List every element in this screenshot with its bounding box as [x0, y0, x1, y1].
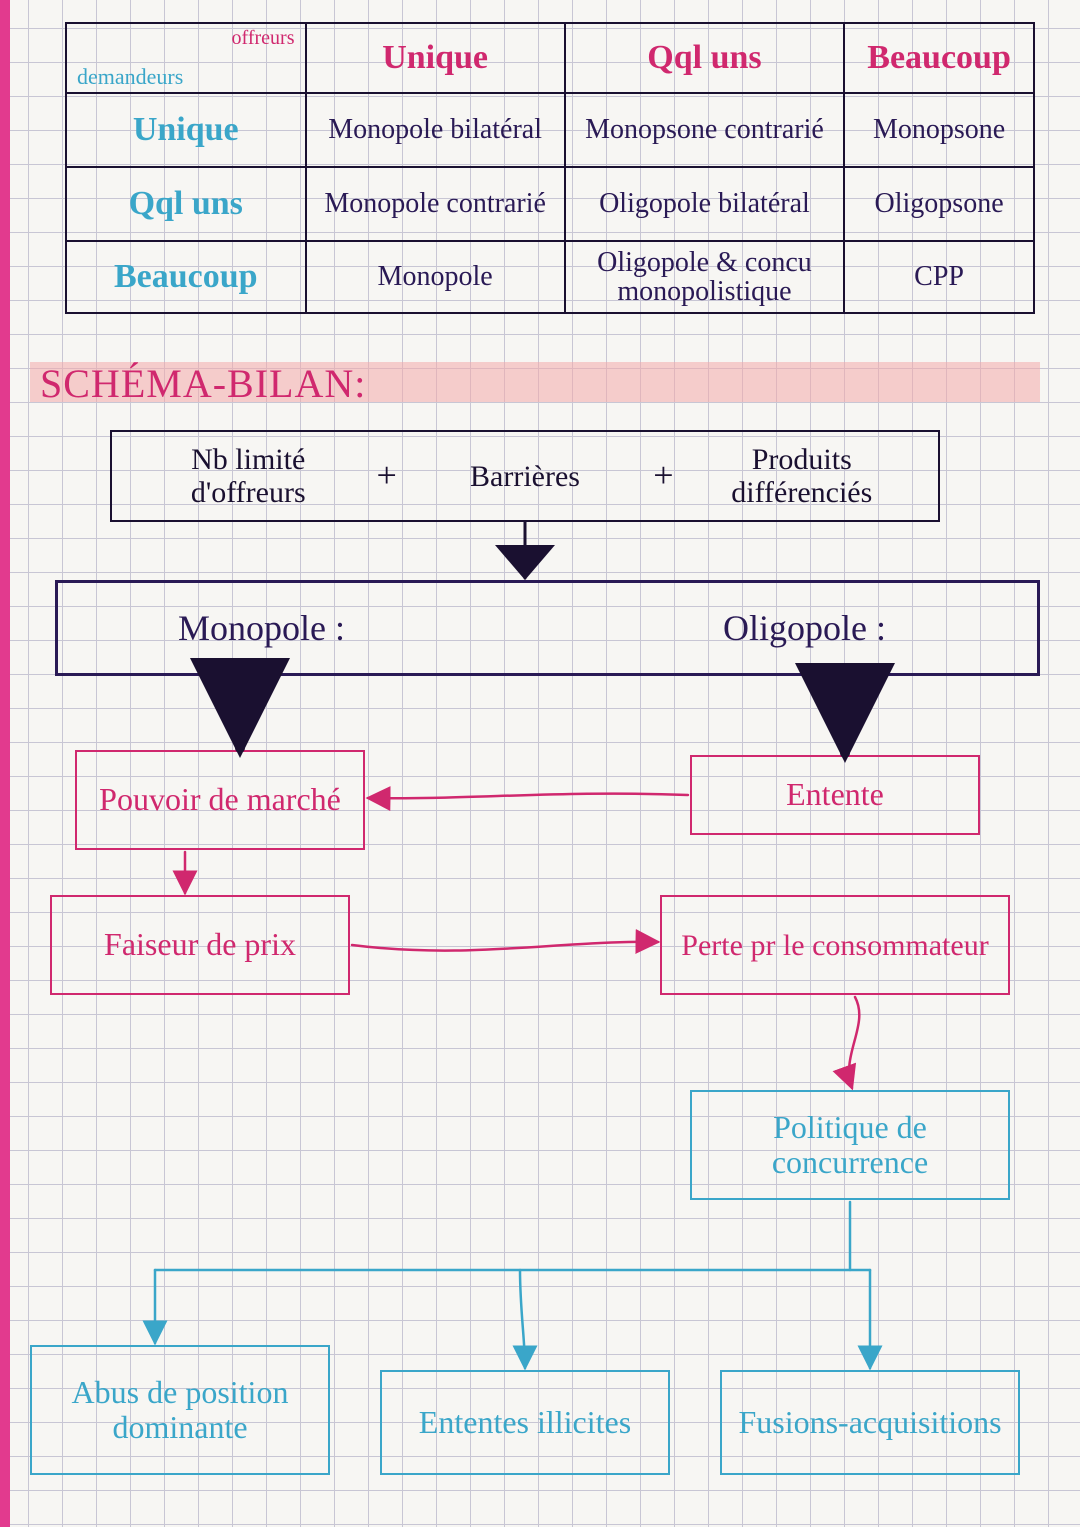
cell-1-2: Oligopsone	[844, 167, 1034, 241]
node-mono-oligo-bar: Monopole : Oligopole :	[55, 580, 1040, 676]
label-faiseur: Faiseur de prix	[104, 927, 296, 962]
topbox-plus-1: +	[653, 456, 673, 496]
label-perte: Perte pr le consommateur	[681, 929, 988, 962]
label-abus: Abus de position dominante	[32, 1375, 328, 1445]
label-pouvoir: Pouvoir de marché	[99, 782, 341, 817]
cell-0-1: Monopsone contrarié	[565, 93, 844, 167]
cell-2-0: Monopole	[306, 241, 565, 313]
col-header-1: Qql uns	[565, 23, 844, 93]
node-fusions: Fusions-acquisitions	[720, 1370, 1020, 1475]
node-perte: Perte pr le consommateur	[660, 895, 1010, 995]
node-politique: Politique de concurrence	[690, 1090, 1010, 1200]
corner-demandeurs: demandeurs	[77, 65, 183, 88]
cell-2-2: CPP	[844, 241, 1034, 313]
node-faiseur: Faiseur de prix	[50, 895, 350, 995]
cell-1-1: Oligopole bilatéral	[565, 167, 844, 241]
col-header-2: Beaucoup	[844, 23, 1034, 93]
cell-1-0: Monopole contrarié	[306, 167, 565, 241]
node-illicites: Ententes illicites	[380, 1370, 670, 1475]
schema-bilan-heading: SCHÉMA-BILAN:	[40, 360, 366, 407]
topbox-item-1: Barrières	[407, 460, 643, 493]
cell-0-2: Monopsone	[844, 93, 1034, 167]
label-oligopole: Oligopole :	[723, 609, 886, 649]
topbox-item-2: Produits différenciés	[684, 443, 920, 509]
corner-offreurs: offreurs	[232, 28, 295, 49]
node-entente: Entente	[690, 755, 980, 835]
node-abus: Abus de position dominante	[30, 1345, 330, 1475]
col-header-0: Unique	[306, 23, 565, 93]
node-pouvoir: Pouvoir de marché	[75, 750, 365, 850]
label-entente: Entente	[786, 777, 884, 812]
topbox-plus-0: +	[376, 456, 396, 496]
market-structure-table: offreurs demandeurs Unique Qql uns Beauc…	[65, 22, 1035, 314]
row-header-2: Beaucoup	[66, 241, 306, 313]
topbox-item-0: Nb limité d'offreurs	[130, 443, 366, 509]
row-header-1: Qql uns	[66, 167, 306, 241]
label-illicites: Ententes illicites	[419, 1405, 631, 1440]
page-left-margin	[0, 0, 10, 1527]
label-monopole: Monopole :	[178, 609, 345, 649]
label-politique: Politique de concurrence	[692, 1110, 1008, 1180]
table-corner: offreurs demandeurs	[66, 23, 306, 93]
cell-0-0: Monopole bilatéral	[306, 93, 565, 167]
node-topbox: Nb limité d'offreurs + Barrières + Produ…	[110, 430, 940, 522]
cell-2-1: Oligopole & concu monopolistique	[565, 241, 844, 313]
label-fusions: Fusions-acquisitions	[738, 1405, 1001, 1440]
row-header-0: Unique	[66, 93, 306, 167]
